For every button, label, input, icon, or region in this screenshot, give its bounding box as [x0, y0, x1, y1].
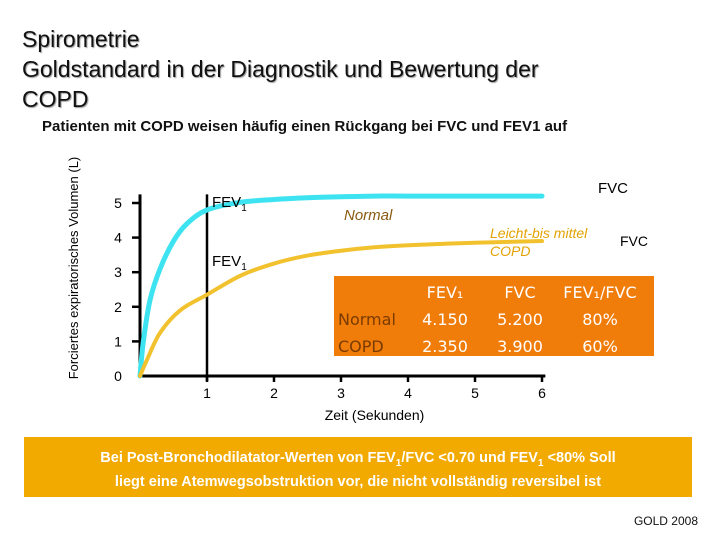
title-line-1: Spirometrie [22, 26, 140, 52]
table-header: FEV₁ [427, 283, 464, 302]
slide-subtitle: Patienten mit COPD weisen häufig einen R… [42, 118, 568, 135]
x-tick-label: 4 [404, 385, 412, 401]
table-header: FEV₁/FVC [563, 283, 636, 302]
table-cell: 2.350 [422, 337, 468, 356]
copd-curve-label-line1: Leicht-bis mittel [490, 225, 588, 241]
x-tick-label: 1 [203, 385, 211, 401]
table-cell: 80% [582, 310, 618, 329]
x-tick-label: 2 [270, 385, 278, 401]
y-tick-label: 4 [114, 230, 122, 246]
conclusion-box: Bei Post-Bronchodilatator-Werten von FEV… [24, 437, 692, 497]
x-axis-label: Zeit (Sekunden) [325, 407, 425, 423]
table-row-label: Normal [338, 310, 396, 329]
y-axis-label: Forciertes expiratorisches Volumen (L) [66, 157, 81, 380]
table-cell: 4.150 [422, 310, 468, 329]
x-tick-label: 5 [471, 385, 479, 401]
table-cell: 60% [582, 337, 618, 356]
table-cell: 3.900 [497, 337, 543, 356]
x-tick-label: 6 [538, 385, 546, 401]
y-tick-label: 0 [114, 368, 122, 384]
table-row-label: COPD [338, 337, 384, 356]
normal-curve-label: Normal [344, 207, 393, 224]
table-header: FVC [504, 283, 535, 302]
results-table [334, 276, 654, 356]
source-label: GOLD 2008 [633, 514, 698, 528]
copd-curve-label-line2: COPD [490, 243, 530, 259]
conclusion-line-1: Bei Post-Bronchodilatator-Werten von FEV… [100, 450, 616, 469]
title-line-3: COPD [22, 86, 89, 112]
fvc-copd-label: FVC [620, 233, 648, 249]
y-tick-label: 3 [114, 264, 122, 280]
y-tick-label: 1 [114, 333, 122, 349]
y-tick-label: 5 [114, 195, 122, 211]
series-line-normal [137, 193, 545, 379]
table-cell: 5.200 [497, 310, 543, 329]
series-line-copd [138, 239, 544, 378]
title-line-2: Goldstandard in der Diagnostik und Bewer… [22, 56, 539, 82]
fvc-normal-label: FVC [598, 180, 628, 197]
fev1-copd-label: FEV1 [212, 253, 247, 273]
x-tick-label: 3 [337, 385, 345, 401]
slide-title: Spirometrie Goldstandard in der Diagnost… [22, 24, 539, 114]
fev1-normal-label: FEV1 [212, 194, 247, 214]
conclusion-line-2: liegt eine Atemwegsobstruktion vor, die … [114, 473, 602, 490]
y-tick-label: 2 [114, 299, 122, 315]
